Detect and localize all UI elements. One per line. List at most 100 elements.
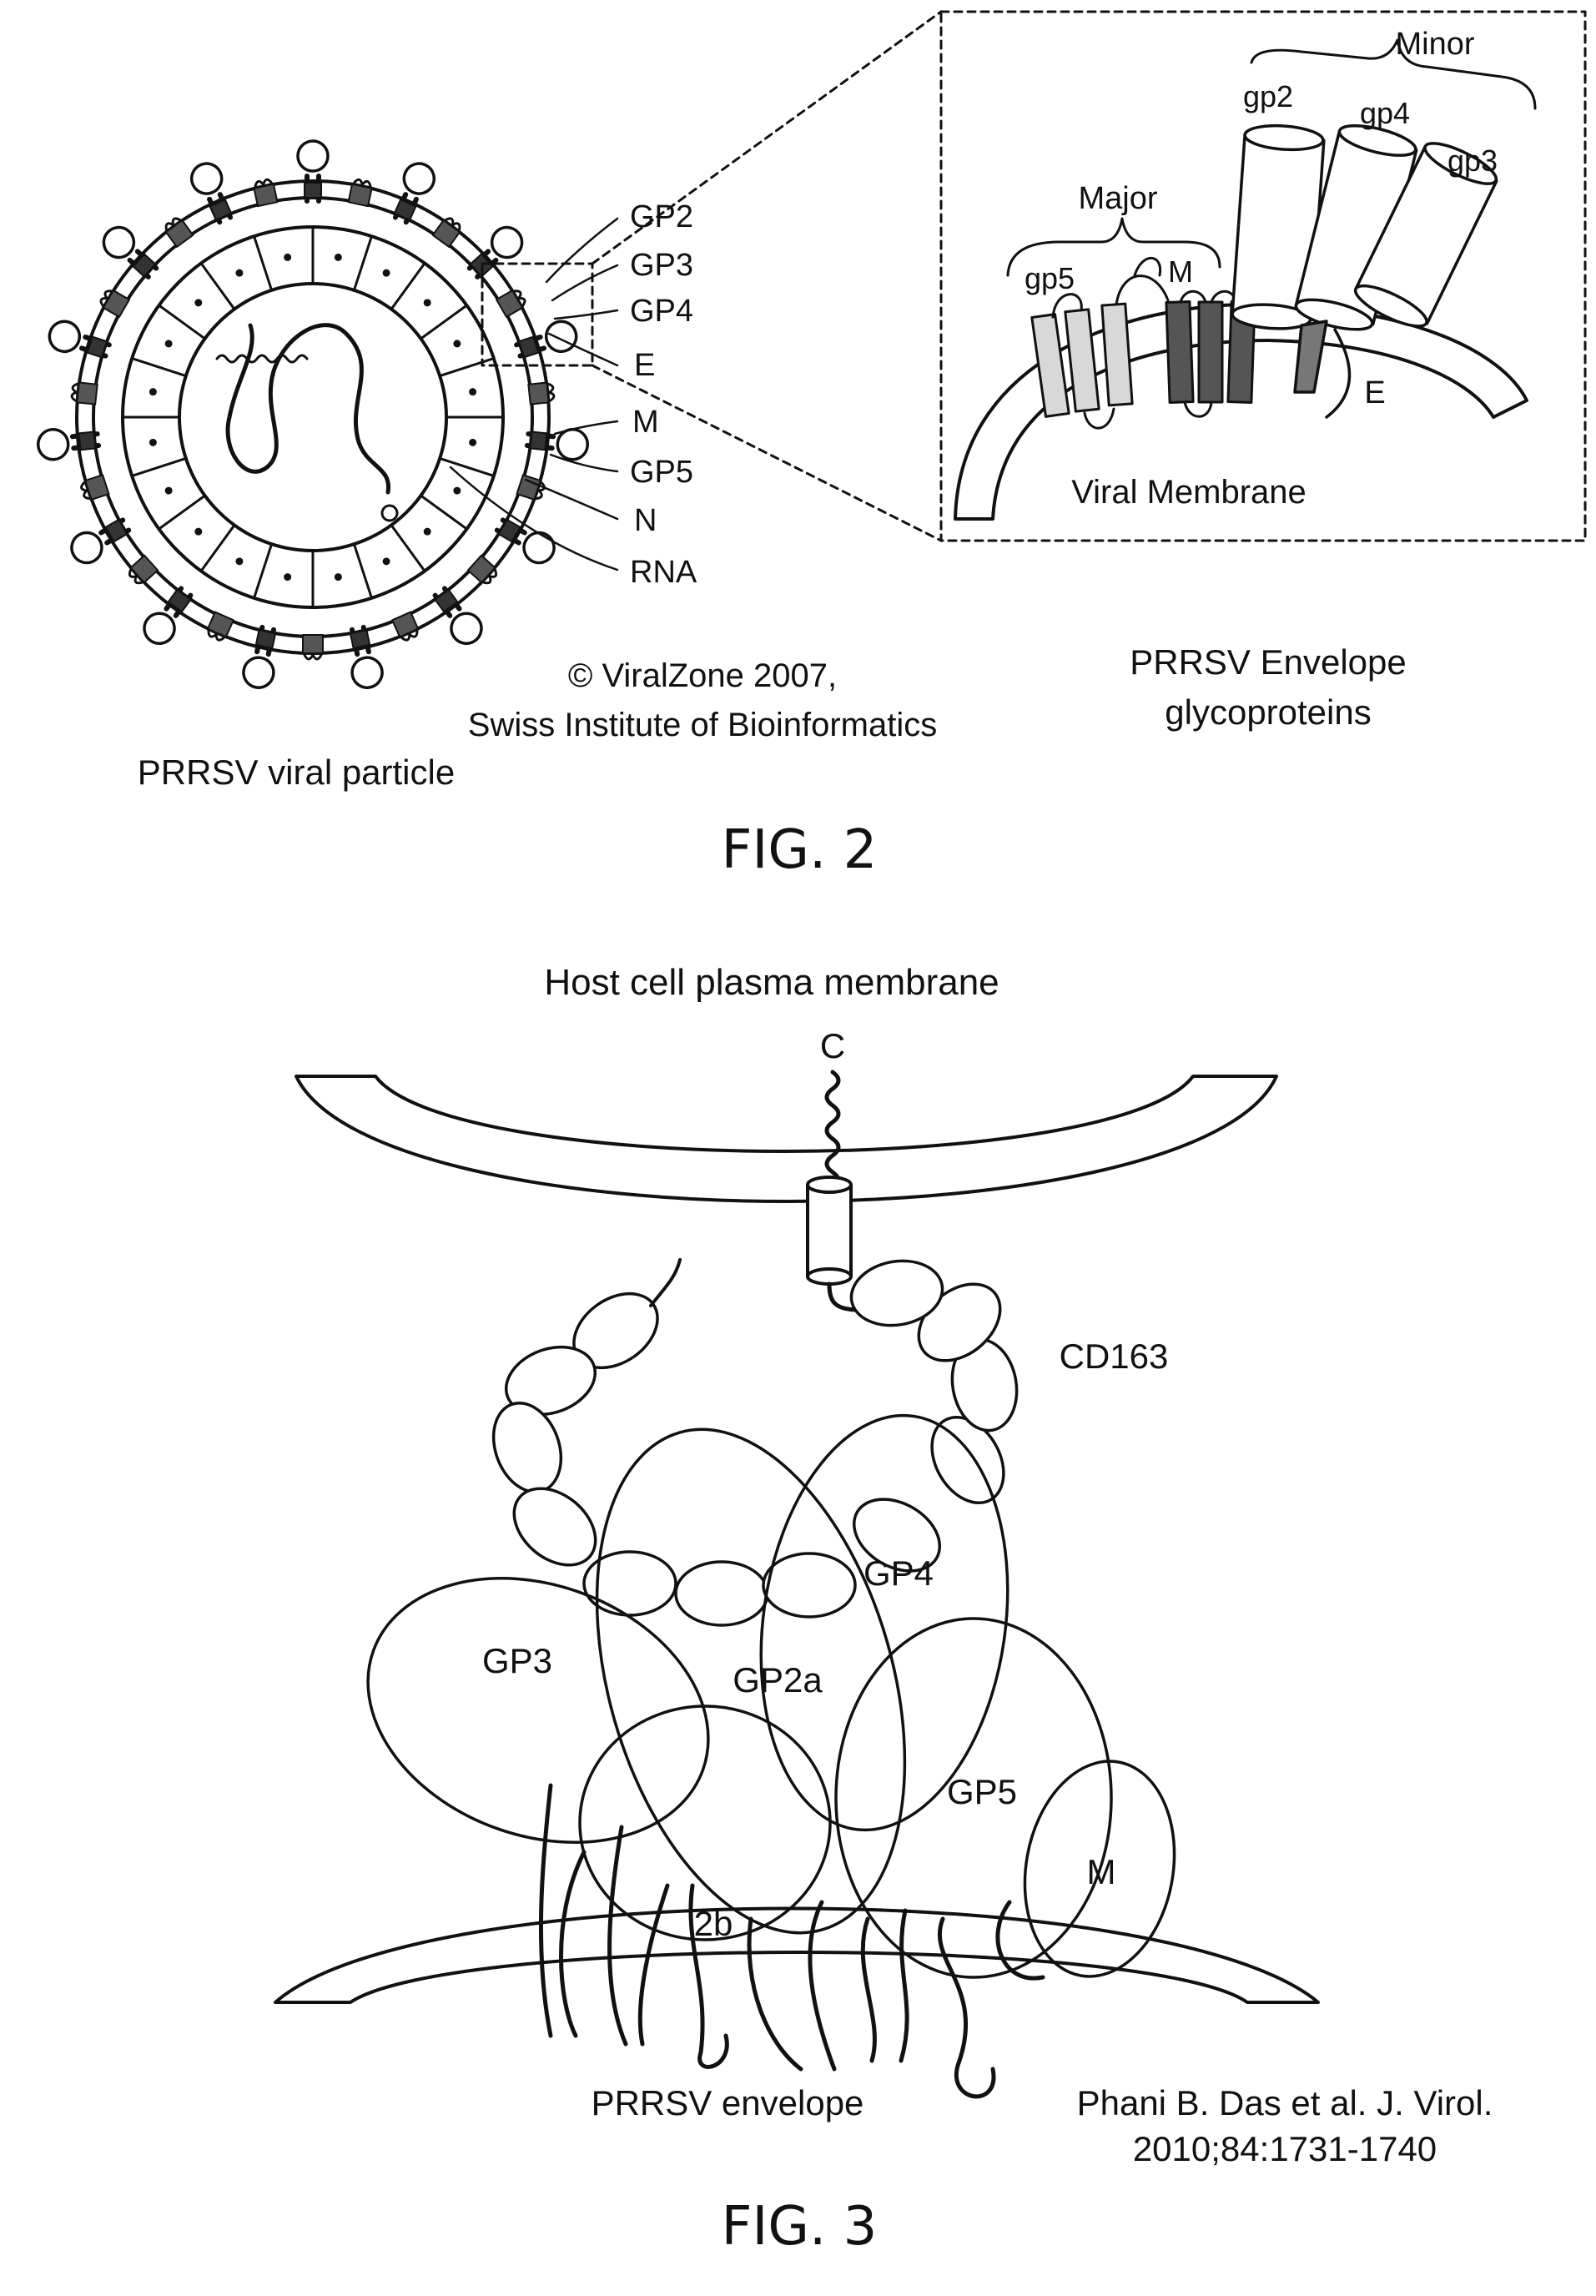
- membrane-protein-body: [305, 183, 321, 198]
- gp2a-label: GP2a: [733, 1660, 823, 1699]
- surface-protein: [253, 179, 278, 206]
- gp3-label: GP3: [482, 1641, 552, 1680]
- glycoprotein-head: [138, 607, 180, 649]
- rna-terminal: [382, 506, 397, 521]
- minor-label: Minor: [1395, 27, 1474, 62]
- fig2-callout-labels: GP2 GP3 GP4 E M GP5 N RNA: [630, 199, 697, 590]
- capsid-dot: [425, 529, 430, 534]
- callout-gp4: GP4: [630, 294, 693, 329]
- prrsv-viral-particle: [37, 141, 589, 691]
- fig2-caption: FIG. 2: [722, 819, 878, 881]
- capsid-spoke: [254, 544, 272, 598]
- capsid-dot: [285, 575, 290, 580]
- capsid-dot: [237, 270, 242, 275]
- copyright-line-2: Swiss Institute of Bioinformatics: [468, 707, 937, 743]
- cd163-srcr-domains: [481, 1254, 1023, 1625]
- prrsv-envelope-membrane: [275, 1909, 1318, 2003]
- callout-gp2: GP2: [630, 199, 693, 234]
- capsid-dot: [425, 300, 430, 305]
- glycoprotein-head: [37, 428, 70, 461]
- nucleocapsid-subunits: [123, 227, 503, 607]
- capsid-dot: [335, 254, 340, 259]
- srcr-domain: [763, 1553, 855, 1617]
- host-cell-membrane: [296, 1076, 1276, 1201]
- capsid-spoke: [159, 305, 205, 339]
- surface-protein: [349, 179, 374, 206]
- capsid-dot: [237, 559, 242, 564]
- callout-n: N: [634, 503, 657, 538]
- m-label: M: [1168, 254, 1193, 289]
- surface-protein: [37, 425, 99, 461]
- surface-protein: [298, 141, 328, 201]
- gp3-label: gp3: [1447, 144, 1498, 178]
- capsid-spoke: [201, 525, 234, 571]
- envelope-protein: [496, 290, 522, 317]
- citation-line-2: 2010;84:1731-1740: [1133, 2129, 1437, 2168]
- capsid-dot: [285, 254, 290, 259]
- envelope-protein: [303, 635, 323, 653]
- c-terminus-label: C: [820, 1026, 845, 1065]
- surface-protein: [463, 221, 528, 284]
- surface-protein: [303, 635, 323, 659]
- capsid-spoke: [420, 305, 466, 339]
- callout-e: E: [634, 348, 655, 383]
- nucleocapsid-inner: [179, 284, 446, 551]
- viral-membrane-label: Viral Membrane: [1071, 474, 1307, 511]
- capsid-dot: [455, 488, 460, 493]
- e-protein: [1295, 321, 1327, 392]
- e-label: E: [1364, 375, 1385, 410]
- capsid-dot: [150, 440, 155, 445]
- surface-protein: [163, 215, 193, 247]
- glycoprotein-head: [486, 221, 528, 264]
- capsid-dot: [166, 488, 171, 493]
- gp5-label: GP5: [947, 1772, 1017, 1811]
- capsid-spoke: [254, 236, 272, 290]
- glycoprotein-head: [446, 607, 487, 649]
- 2b-label: 2b: [694, 1904, 733, 1943]
- capsid-spoke: [440, 458, 494, 476]
- surface-protein: [126, 556, 158, 587]
- envelope-protein: [528, 382, 548, 404]
- surface-protein: [387, 159, 439, 225]
- glycoprotein-head: [46, 318, 83, 355]
- capsid-dot: [166, 341, 171, 346]
- envelope-protein: [208, 612, 234, 637]
- capsid-spoke: [201, 264, 234, 310]
- gp2-label: gp2: [1243, 79, 1293, 113]
- capsid-dot: [384, 270, 389, 275]
- surface-protein: [433, 215, 463, 247]
- glycoprotein-head: [298, 141, 328, 171]
- membrane-protein-body: [531, 432, 547, 451]
- citation-line-1: Phani B. Das et al. J. Virol.: [1077, 2083, 1493, 2122]
- particle-caption: PRRSV viral particle: [138, 753, 455, 792]
- inset-caption-line-1: PRRSV Envelope: [1130, 642, 1407, 682]
- gp5-label: gp5: [1025, 261, 1075, 295]
- membrane-protein-body: [78, 432, 95, 451]
- fig3-caption: FIG. 3: [722, 2196, 878, 2258]
- membrane-protein-body: [350, 630, 370, 648]
- copyright-line-1: © ViralZone 2007,: [568, 657, 837, 694]
- m-label: M: [1087, 1852, 1116, 1891]
- membrane-protein-body: [133, 254, 155, 277]
- surface-protein: [98, 221, 163, 284]
- capsid-dot: [455, 341, 460, 346]
- glycoprotein-head: [542, 318, 580, 355]
- glycoprotein-head: [350, 655, 385, 691]
- callout-gp5: GP5: [630, 455, 693, 490]
- fig3-diagram: [275, 1072, 1318, 2097]
- protein-loop: [305, 655, 321, 659]
- envelope-protein: [103, 290, 129, 317]
- envelope-protein: [77, 382, 97, 404]
- gp4-label: GP4: [863, 1553, 934, 1593]
- envelope-protein: [254, 184, 277, 207]
- callout-gp3: GP3: [630, 248, 693, 283]
- envelope-inset: Viral Membrane Major gp5 M: [955, 27, 1535, 519]
- capsid-spoke: [354, 544, 371, 598]
- surface-protein: [71, 382, 97, 405]
- callout-rna: RNA: [630, 555, 697, 590]
- capsid-spoke: [440, 359, 494, 376]
- glycoprotein-head: [241, 655, 277, 691]
- surface-protein: [46, 318, 113, 365]
- gp4-label: gp4: [1360, 96, 1410, 130]
